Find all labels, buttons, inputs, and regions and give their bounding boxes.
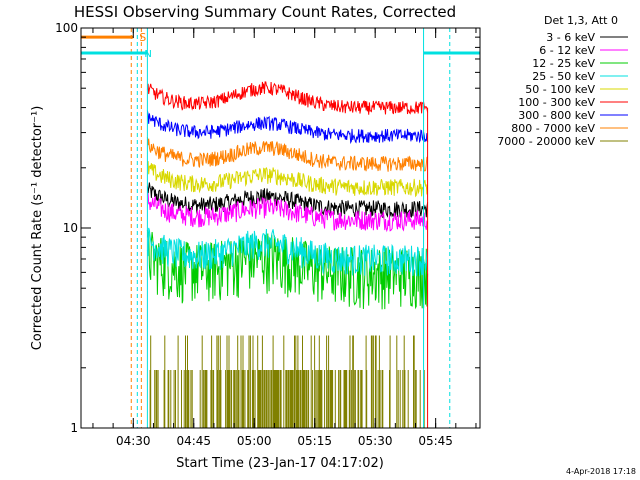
y-axis-label: Corrected Count Rate (s⁻¹ detector⁻¹) [30, 106, 45, 351]
footer-timestamp: 4-Apr-2018 17:18 [566, 467, 636, 476]
series-line-8 [149, 335, 425, 428]
legend-label: 25 - 50 keV [532, 70, 595, 83]
x-tick-label: 04:45 [176, 434, 211, 448]
night-label: N [144, 49, 151, 60]
y-tick-label: 10 [63, 221, 78, 235]
series-line-4 [146, 161, 429, 198]
series-line-5 [146, 81, 429, 115]
x-tick-label: 05:15 [297, 434, 332, 448]
series-line-3 [146, 227, 429, 277]
chart-title: HESSI Observing Summary Count Rates, Cor… [74, 3, 456, 21]
saa-label: S [139, 31, 146, 44]
legend-label: 800 - 7000 keV [511, 122, 595, 135]
series-line-2 [146, 229, 429, 310]
y-tick-label: 100 [55, 21, 78, 35]
legend-label: 3 - 6 keV [546, 31, 595, 44]
legend-label: 300 - 800 keV [518, 109, 595, 122]
y-tick-label: 1 [70, 421, 78, 435]
legend-label: 6 - 12 keV [539, 44, 595, 57]
x-axis-label: Start Time (23-Jan-17 04:17:02) [176, 456, 384, 471]
series-line-7 [146, 137, 428, 172]
series-line-0 [146, 182, 429, 219]
legend-label: 50 - 100 keV [525, 83, 595, 96]
x-tick-label: 05:45 [418, 434, 453, 448]
legend-label: 100 - 300 keV [518, 96, 595, 109]
axis-ticks: 1 10 100 04:30 04:45 05:00 05:15 05:30 05:45 [55, 21, 480, 448]
legend-label: 12 - 25 keV [532, 57, 595, 70]
plot-area: SN [81, 28, 480, 428]
series-line-6 [146, 110, 429, 145]
legend-title: Det 1,3, Att 0 [544, 14, 618, 27]
series-line-1 [146, 193, 429, 233]
x-tick-label: 05:00 [237, 434, 272, 448]
x-tick-label: 04:30 [116, 434, 151, 448]
legend-label: 7000 - 20000 keV [497, 135, 595, 148]
x-tick-label: 05:30 [358, 434, 393, 448]
